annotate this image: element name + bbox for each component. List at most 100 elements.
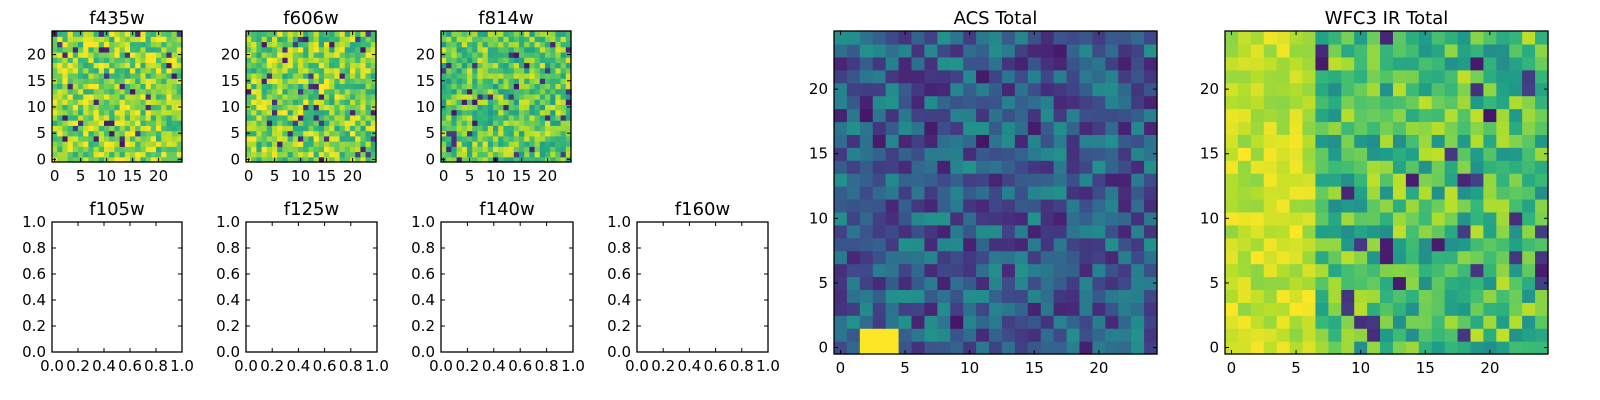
heatmap-cell: [104, 151, 110, 158]
heatmap-cell: [119, 67, 126, 74]
heatmap-cell: [1001, 160, 1016, 174]
heatmap-cell: [1405, 289, 1420, 303]
heatmap-cell: [456, 62, 463, 69]
heatmap-cell: [1276, 69, 1291, 84]
heatmap-cell: [171, 93, 178, 100]
heatmap-cell: [529, 83, 536, 90]
heatmap-cell: [344, 31, 351, 37]
heatmap-cell: [140, 78, 147, 84]
x-tick-label: 0.4: [286, 357, 310, 375]
heatmap-cell: [1237, 341, 1252, 355]
heatmap-cell: [477, 99, 484, 105]
heatmap-cell: [287, 120, 294, 126]
heatmap-cell: [62, 125, 69, 132]
heatmap-cell: [339, 125, 346, 132]
heatmap-cell: [303, 62, 309, 69]
heatmap-cell: [161, 72, 167, 79]
heatmap-cell: [1509, 289, 1523, 303]
heatmap-cell: [156, 57, 162, 64]
heatmap-cell: [1457, 341, 1472, 355]
heatmap-cell: [513, 83, 520, 90]
heatmap-cell: [1405, 160, 1420, 174]
heatmap-cell: [456, 31, 463, 37]
heatmap-cell: [1496, 237, 1510, 252]
heatmap-cell: [1315, 134, 1329, 148]
heatmap-cell: [156, 104, 162, 111]
heatmap-cell: [446, 156, 452, 163]
heatmap-cell: [282, 62, 289, 69]
heatmap-cell: [1509, 198, 1523, 213]
heatmap-cell: [360, 109, 367, 116]
heatmap-cell: [88, 51, 95, 58]
heatmap-cell: [277, 114, 283, 121]
heatmap-cell: [503, 72, 510, 79]
heatmap-cell: [308, 51, 315, 58]
heatmap-cell: [145, 151, 152, 158]
heatmap-cell: [477, 72, 484, 79]
heatmap-cell: [93, 57, 100, 64]
heatmap-cell: [472, 135, 478, 142]
heatmap-cell: [529, 120, 536, 126]
heatmap-cell: [529, 88, 536, 95]
heatmap-cell: [114, 104, 121, 111]
heatmap-cell: [114, 88, 121, 95]
heatmap-cell: [1483, 315, 1497, 329]
heatmap-cell: [83, 99, 89, 105]
heatmap-cell: [78, 120, 84, 126]
heatmap-cell: [513, 156, 520, 163]
heatmap-cell: [119, 99, 126, 105]
heatmap-cell: [1392, 328, 1407, 342]
heatmap-cell: [324, 36, 330, 43]
heatmap-cell: [560, 78, 567, 84]
heatmap-cell: [150, 31, 157, 37]
heatmap-cell: [1392, 276, 1407, 290]
heatmap-cell: [529, 72, 536, 79]
heatmap-cell: [78, 67, 84, 74]
heatmap-cell: [360, 83, 367, 90]
heatmap-cell: [72, 146, 79, 153]
heatmap-cell: [344, 46, 351, 53]
y-tick-label: 15: [809, 145, 828, 163]
heatmap-cell: [1535, 328, 1549, 342]
heatmap-cell: [1263, 69, 1278, 84]
heatmap-cell: [1092, 160, 1106, 174]
heatmap-cell: [313, 114, 320, 121]
heatmap-cell: [1263, 211, 1278, 226]
heatmap-cell: [251, 83, 257, 90]
heatmap-cell: [1341, 263, 1355, 278]
heatmap-cell: [441, 83, 447, 90]
heatmap-cell: [88, 146, 95, 153]
heatmap-cell: [287, 31, 294, 37]
heatmap-cell: [370, 120, 377, 126]
y-tick-label: 20: [1200, 80, 1219, 98]
heatmap-cell: [57, 51, 63, 58]
heatmap-cell: [130, 130, 136, 137]
heatmap-cell: [565, 146, 572, 153]
heatmap-cell: [313, 62, 320, 69]
heatmap-cell: [114, 141, 121, 147]
heatmap-cell: [1509, 31, 1523, 45]
heatmap-cell: [1237, 302, 1252, 316]
heatmap-cell: [1276, 289, 1291, 303]
heatmap-cell: [171, 51, 178, 58]
heatmap-cell: [124, 120, 131, 126]
heatmap-cell: [493, 72, 499, 79]
heatmap-cell: [272, 41, 278, 48]
heatmap-cell: [1066, 237, 1081, 252]
heatmap-cell: [976, 289, 990, 303]
heatmap-cell: [1225, 82, 1239, 97]
heatmap-cell: [93, 78, 100, 84]
heatmap-cell: [365, 62, 372, 69]
heatmap-cell: [885, 315, 900, 329]
heatmap-cell: [145, 46, 152, 53]
heatmap-cell: [1079, 160, 1093, 174]
heatmap-cell: [251, 114, 257, 121]
heatmap-cell: [287, 88, 294, 95]
heatmap-cell: [963, 160, 977, 174]
heatmap-cell: [109, 78, 115, 84]
heatmap-cell: [859, 160, 874, 174]
heatmap-cell: [1470, 237, 1484, 252]
heatmap-cell: [513, 78, 520, 84]
heatmap-cell: [1263, 56, 1278, 71]
